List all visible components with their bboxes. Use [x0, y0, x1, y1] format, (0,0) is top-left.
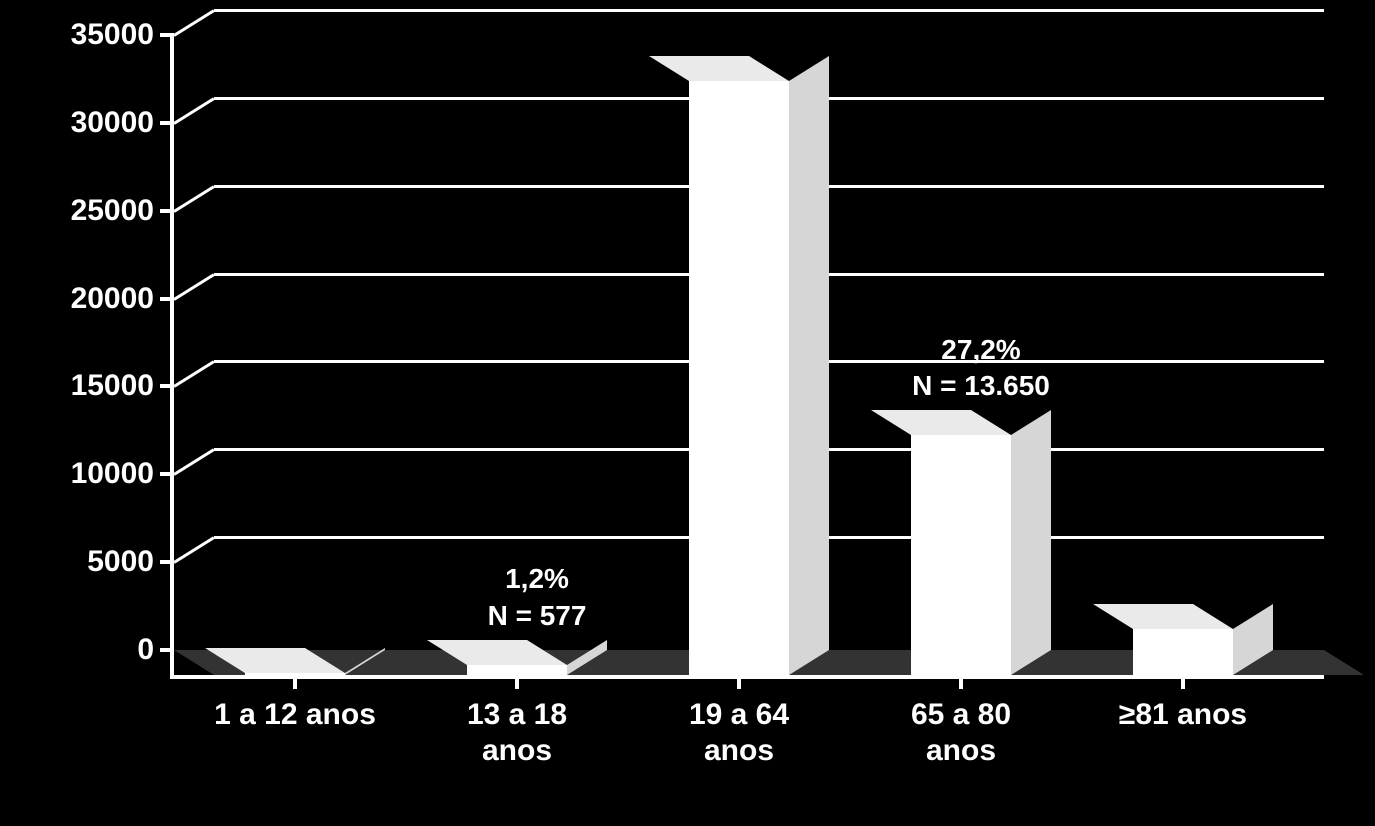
- ytick: [160, 560, 174, 564]
- ytick: [160, 209, 174, 213]
- ytick: [160, 121, 174, 125]
- gridline-depth: [173, 536, 215, 564]
- bar-top: [1093, 604, 1233, 629]
- ytick: [160, 648, 174, 652]
- bar-top: [649, 56, 789, 81]
- data-label-percent: 1,2%: [488, 561, 587, 597]
- gridline-depth: [173, 449, 215, 477]
- data-label-n: N = 577: [488, 598, 587, 634]
- data-label-percent: 27,2%: [912, 332, 1050, 368]
- gridline-depth: [173, 361, 215, 389]
- gridline-depth: [173, 9, 215, 37]
- ytick: [160, 297, 174, 301]
- bar-side: [789, 56, 829, 675]
- xtick-label: 13 a 18 anos: [467, 697, 567, 769]
- ytick-label: 35000: [24, 18, 154, 52]
- ytick-label: 15000: [24, 369, 154, 403]
- ytick-label: 0: [24, 633, 154, 667]
- xtick-label: ≥81 anos: [1119, 697, 1247, 733]
- xtick-label: 65 a 80 anos: [911, 697, 1011, 769]
- ytick: [160, 472, 174, 476]
- bar-top: [871, 410, 1011, 435]
- bar-front: [911, 435, 1011, 675]
- xtick: [959, 675, 963, 689]
- xtick-label: 1 a 12 anos: [214, 697, 376, 733]
- data-label-n: N = 13.650: [912, 368, 1050, 404]
- gridline-depth: [173, 97, 215, 125]
- gridline: [214, 9, 1324, 12]
- xtick-label: 19 a 64 anos: [689, 697, 789, 769]
- ytick-label: 5000: [24, 545, 154, 579]
- plot-area: 050001000015000200002500030000350001 a 1…: [170, 35, 1324, 679]
- ytick-label: 20000: [24, 282, 154, 316]
- xtick: [293, 675, 297, 689]
- bar: [245, 35, 345, 675]
- ytick-label: 30000: [24, 106, 154, 140]
- gridline-depth: [173, 185, 215, 213]
- bar-side: [1011, 410, 1051, 675]
- age-distribution-chart: 0 5000 10000 15000 20000 25000 30000 35000 1 a 1…: [0, 0, 1375, 826]
- data-label: 27,2%N = 13.650: [912, 332, 1050, 405]
- ytick: [160, 33, 174, 37]
- data-label: 1,2%N = 577: [488, 561, 587, 634]
- gridline-depth: [173, 273, 215, 301]
- ytick-label: 25000: [24, 194, 154, 228]
- ytick-label: 10000: [24, 457, 154, 491]
- bar-front: [467, 665, 567, 675]
- bar: [689, 35, 789, 675]
- xtick: [515, 675, 519, 689]
- bar: [1133, 35, 1233, 675]
- xtick: [1181, 675, 1185, 689]
- bar-front: [1133, 629, 1233, 675]
- ytick: [160, 384, 174, 388]
- bar-front: [689, 81, 789, 675]
- xtick: [737, 675, 741, 689]
